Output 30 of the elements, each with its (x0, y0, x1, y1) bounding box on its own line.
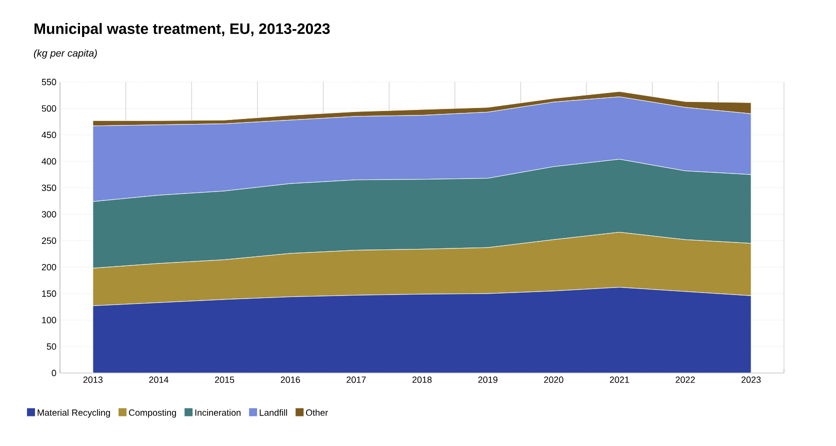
y-tick-label: 150 (42, 290, 56, 297)
y-tick-label: 450 (42, 132, 56, 138)
legend-label: Composting (128, 409, 176, 418)
chart-title: Municipal waste treatment, EU, 2013-2023 (34, 23, 330, 37)
y-tick-label: 50 (46, 343, 56, 350)
y-tick-label: 500 (42, 105, 56, 112)
y-tick-label: 350 (42, 184, 56, 192)
legend-label: Incineration (195, 409, 240, 416)
y-tick-label: 400 (42, 158, 56, 165)
x-tick-label: 2018 (412, 376, 432, 383)
x-tick-label: 2022 (676, 376, 695, 383)
x-tick-label: 2021 (610, 376, 630, 383)
y-tick-label: 100 (42, 316, 56, 324)
x-tick-label: 2017 (346, 376, 366, 383)
y-tick-label: 200 (42, 264, 56, 270)
x-tick-label: 2015 (214, 376, 234, 383)
x-tick-label: 2013 (83, 376, 103, 383)
legend-label: Other (306, 409, 328, 416)
x-tick-label: 2016 (280, 376, 300, 383)
legend-label: Material Recycling (38, 409, 110, 418)
x-tick-label: 2023 (742, 376, 761, 383)
y-tick-label: 300 (42, 211, 56, 218)
y-tick-label: 550 (42, 78, 56, 86)
x-tick-label: 2020 (544, 376, 564, 383)
legend-label: Landfill (260, 409, 287, 416)
x-tick-label: 2014 (149, 376, 168, 383)
y-tick-label: 250 (42, 238, 56, 244)
x-tick-label: 2019 (478, 376, 498, 383)
y-tick-label: 0 (52, 370, 56, 376)
chart-subtitle: (kg per capita) (34, 49, 97, 59)
